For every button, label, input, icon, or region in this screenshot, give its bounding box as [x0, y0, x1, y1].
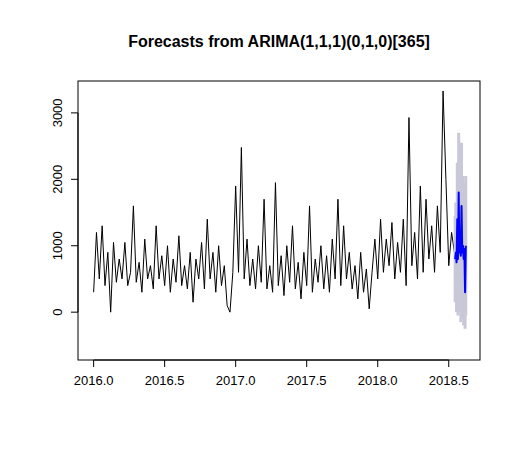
- x-tick-label: 2016.0: [74, 373, 114, 388]
- history-line: [94, 91, 455, 312]
- y-tick: [71, 312, 78, 313]
- x-tick: [448, 360, 449, 367]
- x-tick: [235, 360, 236, 367]
- x-tick-label: 2017.0: [216, 373, 256, 388]
- x-tick-label: 2018.5: [429, 373, 469, 388]
- x-tick-label: 2018.0: [358, 373, 398, 388]
- y-tick: [71, 179, 78, 180]
- forecast-line: [455, 193, 466, 293]
- x-tick: [93, 360, 94, 367]
- plot-frame: [78, 81, 480, 360]
- chart: Forecasts from ARIMA(1,1,1)(0,1,0)[365] 2…: [0, 0, 520, 461]
- x-tick-label: 2017.5: [287, 373, 327, 388]
- y-axis-line: [78, 113, 79, 312]
- y-tick-label: 2000: [50, 165, 65, 194]
- x-tick-label: 2016.5: [145, 373, 185, 388]
- y-tick-label: 3000: [50, 98, 65, 127]
- y-tick: [71, 245, 78, 246]
- y-tick: [71, 112, 78, 113]
- x-tick: [306, 360, 307, 367]
- prediction-interval: [455, 133, 466, 329]
- plot-area: [94, 91, 466, 329]
- y-tick-label: 1000: [50, 231, 65, 260]
- background: [0, 0, 520, 461]
- title: Forecasts from ARIMA(1,1,1)(0,1,0)[365]: [128, 33, 430, 50]
- x-axis-line: [94, 360, 449, 361]
- x-tick: [377, 360, 378, 367]
- x-tick: [164, 360, 165, 367]
- y-tick-label: 0: [50, 309, 65, 316]
